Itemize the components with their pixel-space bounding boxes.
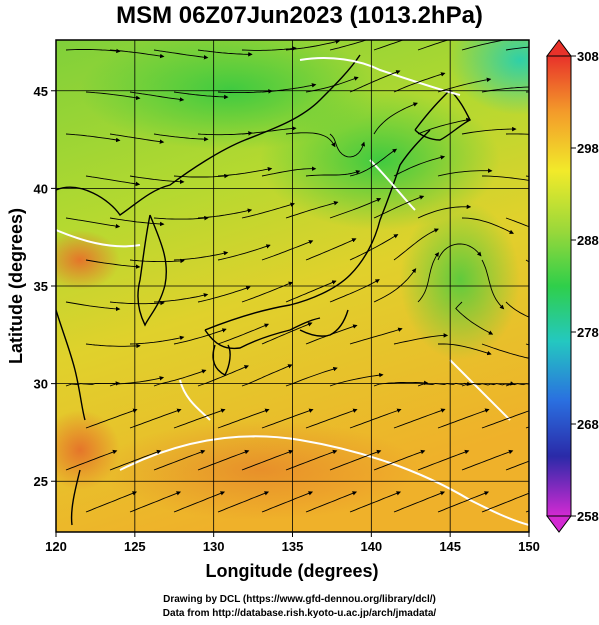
x-tick-label: 145 bbox=[439, 539, 461, 554]
credit-data: Data from http://database.rish.kyoto-u.a… bbox=[162, 608, 437, 619]
colorbar-bottom-arrow bbox=[546, 515, 572, 533]
x-tick-label: 135 bbox=[282, 539, 304, 554]
colorbar: 308 298 288 278 268 258 bbox=[546, 39, 599, 533]
x-axis-label: Longitude (degrees) bbox=[205, 561, 378, 581]
y-tick-label: 40 bbox=[34, 181, 48, 196]
x-tick-label: 140 bbox=[360, 539, 382, 554]
colorbar-top-arrow bbox=[546, 39, 572, 57]
x-axis-ticks: 120 125 130 135 140 145 150 bbox=[45, 532, 540, 554]
x-tick-label: 125 bbox=[124, 539, 146, 554]
y-tick-label: 45 bbox=[34, 84, 48, 99]
y-tick-label: 25 bbox=[34, 474, 48, 489]
y-axis-label: Latitude (degrees) bbox=[6, 208, 26, 364]
x-tick-label: 150 bbox=[518, 539, 540, 554]
colorbar-tick-label: 268 bbox=[577, 417, 599, 432]
wind-streamlines bbox=[65, 40, 529, 513]
temperature-field bbox=[56, 40, 529, 532]
colorbar-bar bbox=[546, 55, 572, 517]
map-title: MSM 06Z07Jun2023 (1013.2hPa) bbox=[116, 2, 483, 29]
colorbar-tick-label: 258 bbox=[577, 509, 599, 524]
x-tick-label: 130 bbox=[203, 539, 225, 554]
x-tick-label: 120 bbox=[45, 539, 67, 554]
y-axis-ticks: 25 30 35 40 45 bbox=[34, 84, 56, 489]
colorbar-tick-label: 298 bbox=[577, 141, 599, 156]
credit-drawing: Drawing by DCL (https://www.gfd-dennou.o… bbox=[163, 594, 436, 605]
colorbar-tick-label: 278 bbox=[577, 325, 599, 340]
colorbar-tick-label: 308 bbox=[577, 49, 599, 64]
coastlines bbox=[56, 54, 471, 526]
y-tick-label: 30 bbox=[34, 377, 48, 392]
lat-lon-grid bbox=[56, 40, 529, 532]
y-tick-label: 35 bbox=[34, 279, 48, 294]
colorbar-tick-label: 288 bbox=[577, 233, 599, 248]
